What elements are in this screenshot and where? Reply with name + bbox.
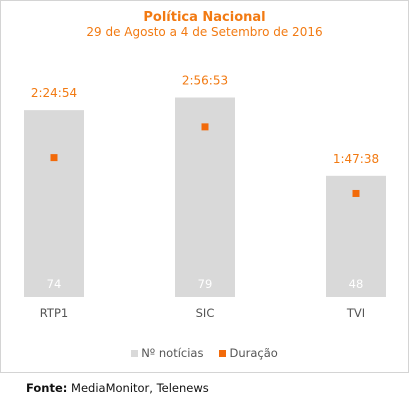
duration-marker-sic <box>201 123 209 131</box>
legend-label-duracao: Duração <box>229 346 278 360</box>
legend-item-duracao[interactable]: Duração <box>219 346 278 360</box>
x-tick-label: RTP1 <box>40 306 68 320</box>
legend-swatch-marker <box>219 349 227 357</box>
duration-marker-rtp1 <box>50 154 58 162</box>
duration-label: 2:56:53 <box>182 74 228 88</box>
legend-item-noticias[interactable]: Nº notícias <box>131 346 203 360</box>
duration-marker-tvi <box>352 189 360 197</box>
x-tick-label: SIC <box>196 306 215 320</box>
chart-subtitle: 29 de Agosto a 4 de Setembro de 2016 <box>86 25 323 39</box>
bar-value-label: 48 <box>349 277 364 291</box>
chart-title: Política Nacional <box>143 10 266 25</box>
x-tick-label: TVI <box>346 306 365 320</box>
bar-rtp1 <box>24 110 84 298</box>
duration-label: 1:47:38 <box>333 152 379 166</box>
source-label: Fonte: <box>26 381 68 395</box>
bar-value-label: 74 <box>47 277 62 291</box>
duration-label: 2:24:54 <box>31 86 77 100</box>
chart-legend: Nº notícias Duração <box>0 346 409 360</box>
source-text: MediaMonitor, Telenews <box>71 381 209 395</box>
bar-sic <box>175 97 235 298</box>
legend-swatch-bar <box>131 349 139 357</box>
source-footer: Fonte: MediaMonitor, Telenews <box>26 381 209 395</box>
legend-label-noticias: Nº notícias <box>141 346 204 360</box>
bar-value-label: 79 <box>198 277 213 291</box>
